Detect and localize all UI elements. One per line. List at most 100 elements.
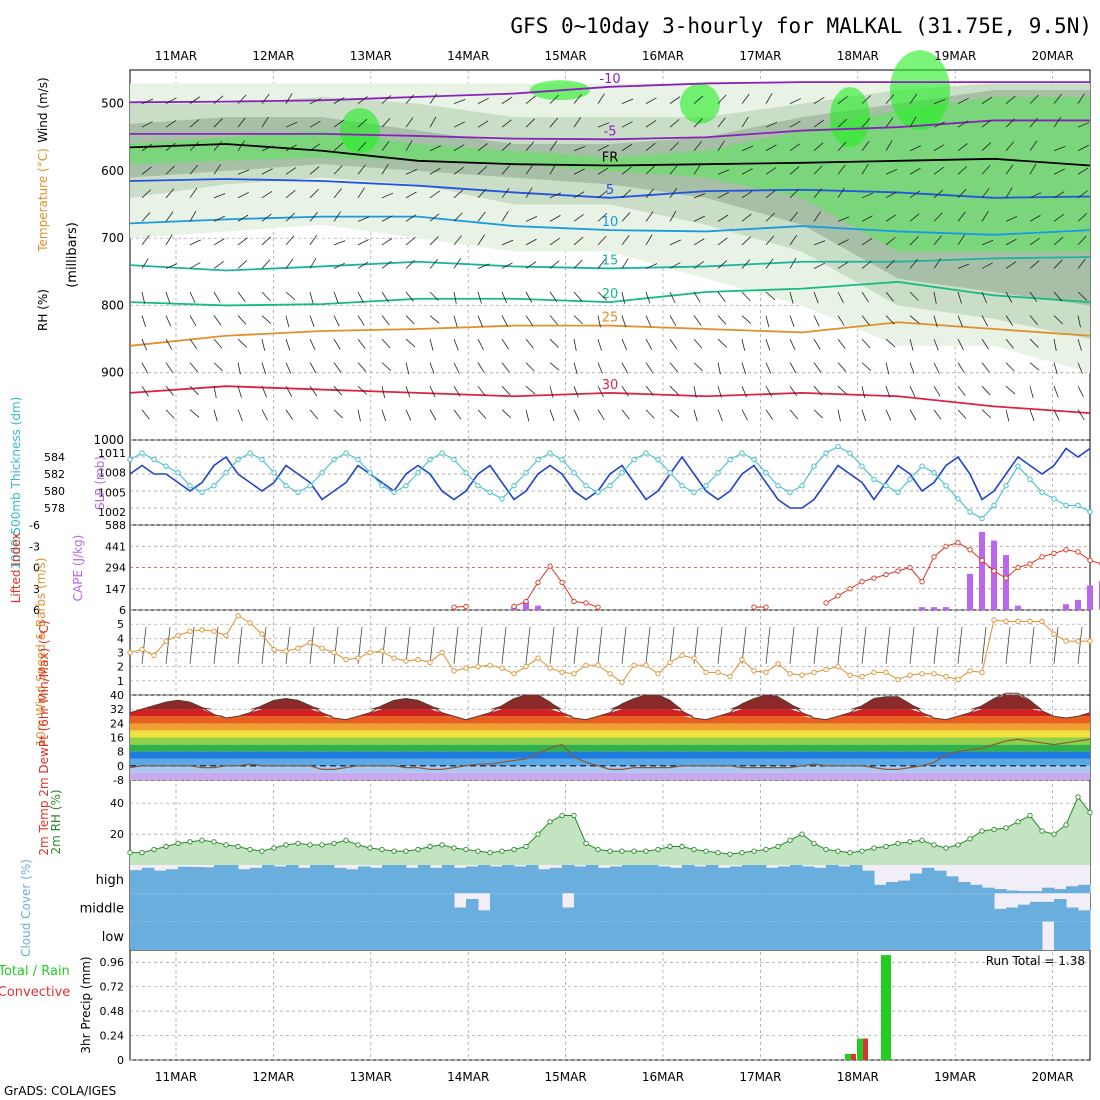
wind-tick: 2 bbox=[117, 661, 124, 674]
wind-barb bbox=[501, 362, 510, 373]
cloud-cell bbox=[874, 893, 887, 922]
wind-barb bbox=[477, 188, 487, 199]
rh2m-line-marker bbox=[859, 848, 865, 854]
wind-barb bbox=[405, 140, 413, 151]
wind-barb bbox=[477, 211, 486, 222]
wind-barb-10m bbox=[429, 626, 435, 664]
wind-barb bbox=[333, 188, 342, 199]
cloud-cell bbox=[454, 921, 467, 950]
wind-barb bbox=[165, 97, 177, 104]
cloud-cell bbox=[574, 921, 587, 950]
lifted-index-line-marker bbox=[547, 563, 553, 569]
lifted-index-line-marker bbox=[931, 554, 937, 560]
wind-barb bbox=[165, 120, 177, 128]
temperature-contour-label: FR bbox=[602, 151, 619, 166]
lifted-index-line-marker bbox=[1063, 547, 1069, 553]
wind-barb bbox=[837, 291, 844, 303]
lifted-index-line bbox=[453, 542, 1100, 608]
wind-barb bbox=[669, 141, 679, 152]
cloud-cell bbox=[250, 893, 263, 922]
slp-line-marker bbox=[679, 483, 685, 489]
cloud-cell bbox=[874, 921, 887, 950]
temperature-band bbox=[130, 772, 1090, 780]
wind-barb bbox=[189, 119, 200, 128]
wind-barb bbox=[861, 409, 867, 422]
date-label-bottom: 18MAR bbox=[837, 1070, 879, 1084]
rh2m-line-marker bbox=[631, 848, 637, 854]
wind-barb bbox=[573, 191, 585, 199]
wind-barb bbox=[453, 235, 462, 246]
wind-barb bbox=[333, 291, 339, 304]
cloud-cell bbox=[166, 893, 179, 922]
wind-barb bbox=[717, 409, 723, 422]
wind-barb-10m bbox=[285, 626, 291, 664]
wind-barb bbox=[933, 409, 942, 420]
wind-barb bbox=[717, 214, 729, 222]
wind-barb bbox=[381, 163, 389, 175]
cloud-cell bbox=[442, 865, 455, 894]
wind-barb bbox=[813, 119, 824, 128]
cloud-cell bbox=[214, 865, 227, 894]
cloud-cell bbox=[622, 921, 635, 950]
wind-barb bbox=[645, 338, 653, 350]
wind-barb bbox=[549, 215, 561, 222]
temperature-band bbox=[130, 723, 1090, 731]
wind-barb-10m bbox=[1053, 626, 1059, 664]
precip-total-label: Total / Rain bbox=[0, 964, 70, 979]
cloud-cell bbox=[946, 876, 959, 894]
date-label-bottom: 20MAR bbox=[1032, 1070, 1074, 1084]
wind-barb bbox=[309, 211, 319, 222]
wind-barb bbox=[333, 165, 343, 175]
wind-barb bbox=[309, 338, 316, 351]
thickness-tick: 580 bbox=[44, 485, 65, 498]
rh2m-line-marker bbox=[139, 849, 145, 856]
wind-barb bbox=[957, 165, 968, 175]
wind-barb-10m bbox=[333, 626, 339, 664]
wind-barb bbox=[765, 385, 773, 397]
wind-barb bbox=[597, 93, 605, 104]
wind-barb bbox=[189, 141, 199, 152]
wind-barb bbox=[621, 315, 627, 328]
wind-barb bbox=[453, 338, 459, 351]
cloud-cell bbox=[1066, 921, 1079, 950]
rh2m-line-marker bbox=[1087, 809, 1093, 816]
thickness-line bbox=[129, 447, 1091, 509]
cloud-cell bbox=[130, 870, 143, 894]
lifted-index-line-marker bbox=[991, 568, 997, 574]
wind-barb bbox=[477, 234, 485, 246]
lifted-tick: 6 bbox=[33, 604, 40, 617]
run-total-label: Run Total = 1.38 bbox=[986, 954, 1085, 968]
wind-barb bbox=[1053, 315, 1063, 325]
wind-barb bbox=[837, 409, 841, 422]
cape-bar bbox=[1075, 599, 1081, 610]
wind-barb bbox=[981, 291, 988, 304]
wind-barb bbox=[525, 238, 537, 246]
slp-line-marker bbox=[523, 470, 529, 476]
temperature-contour-label: -10 bbox=[599, 72, 620, 87]
cape-bar bbox=[1015, 605, 1021, 610]
lifted-index-line-marker bbox=[583, 600, 589, 606]
lifted-index-line-marker bbox=[871, 575, 877, 581]
temp-tick: 16 bbox=[110, 732, 124, 745]
rh2m-line-marker bbox=[1027, 812, 1033, 819]
wind-barb bbox=[909, 167, 921, 175]
wind-barb bbox=[501, 119, 512, 128]
cloud-cell bbox=[1006, 907, 1019, 922]
rh2m-line-marker bbox=[751, 848, 757, 854]
wind-barb bbox=[453, 166, 464, 175]
wind-barb bbox=[789, 385, 798, 397]
cloud-cell bbox=[898, 880, 911, 894]
cloud-cell bbox=[514, 893, 527, 922]
cloud-cell bbox=[922, 921, 935, 950]
cloud-cell bbox=[838, 893, 851, 922]
cloud-cell bbox=[514, 921, 527, 950]
cloud-cell bbox=[610, 921, 623, 950]
wind-barb bbox=[309, 98, 322, 104]
rh2m-line-marker bbox=[871, 845, 877, 851]
cloud-cell bbox=[550, 867, 563, 894]
wind-barb bbox=[813, 291, 819, 304]
cloud-cell bbox=[682, 921, 695, 950]
cloud-cell bbox=[262, 893, 275, 922]
cloud-cell bbox=[718, 893, 731, 922]
lifted-index-line-marker bbox=[1027, 561, 1033, 567]
